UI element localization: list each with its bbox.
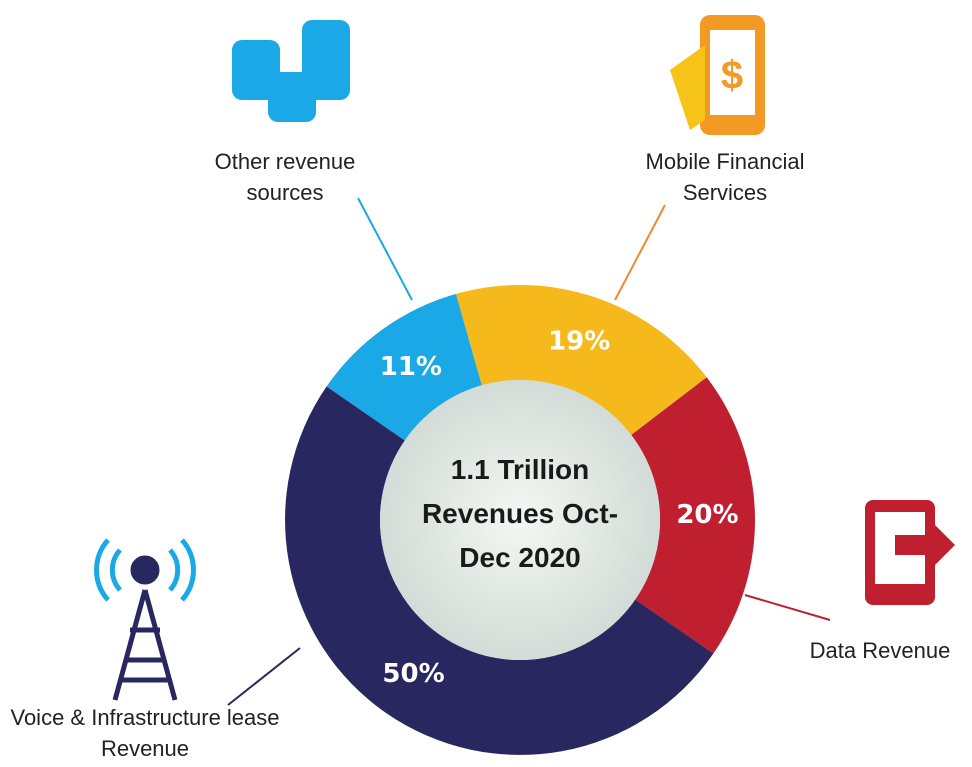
- leader-line: [614, 204, 666, 301]
- donut: [285, 285, 755, 755]
- donut-slice: [285, 386, 714, 755]
- value-label: 20%: [676, 500, 738, 530]
- category-label: Other revenue sources: [214, 149, 356, 205]
- donut-slice: [326, 293, 482, 441]
- tower-icon: [94, 538, 196, 701]
- tablet-arrows-icon: [865, 500, 955, 605]
- value-label: 50%: [382, 659, 444, 689]
- svg-text:$: $: [721, 54, 743, 98]
- donut-slice: [456, 285, 707, 435]
- coins-icon: [232, 20, 350, 122]
- leader-line: [227, 647, 301, 706]
- value-label: 19%: [548, 327, 610, 357]
- leader-line: [357, 197, 413, 301]
- donut-slice: [631, 377, 755, 654]
- donut-hole: [380, 380, 660, 660]
- phone-money-icon: $: [670, 15, 765, 135]
- category-label: Mobile Financial Services: [645, 149, 805, 205]
- value-labels: 11% 19% 20% 50%: [380, 327, 739, 689]
- leader-line: [744, 594, 831, 621]
- category-label: Data Revenue: [809, 638, 951, 663]
- chart-title: 1.1 Trillion Revenues Oct-Dec 2020: [421, 454, 619, 573]
- category-label: Voice & Infrastructure lease Revenue: [10, 705, 280, 761]
- value-label: 11%: [380, 352, 442, 382]
